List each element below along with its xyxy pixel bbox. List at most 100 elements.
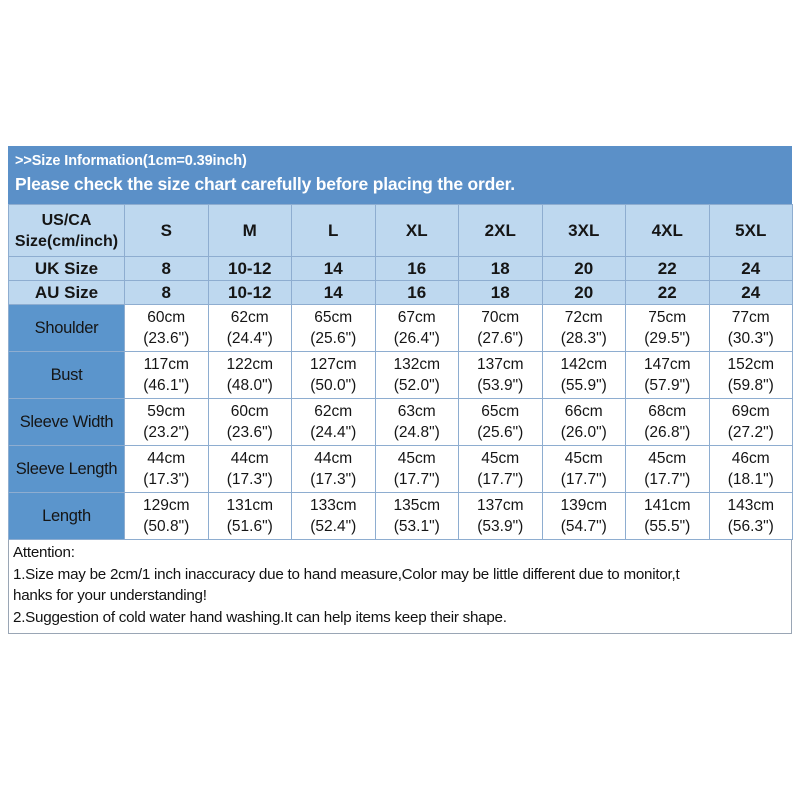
cell-value-inch: (50.8") xyxy=(143,518,190,535)
cell-measurement: 44cm (17.3") xyxy=(207,445,292,493)
cell-value-inch: (23.6") xyxy=(226,424,273,441)
cell-value-inch: (52.0") xyxy=(393,377,440,394)
header-corner-line-2: Size(cm/inch) xyxy=(14,232,119,250)
cell-value-inch: (23.2") xyxy=(143,424,190,441)
cell-value: 14 xyxy=(291,256,376,281)
cell-measurement: 63cm (24.8") xyxy=(374,398,459,446)
cell-measurement: 44cm (17.3") xyxy=(291,445,376,493)
cell-measurement: 142cm (55.9") xyxy=(541,351,626,399)
cell-value-cm: 62cm xyxy=(230,309,269,326)
cell-value-inch: (59.8") xyxy=(727,377,774,394)
cell-value-inch: (50.0") xyxy=(310,377,357,394)
cell-measurement: 122cm (48.0") xyxy=(207,351,292,399)
cell-value-cm: 44cm xyxy=(147,450,186,467)
cell-value-inch: (17.3") xyxy=(226,471,273,488)
cell-value-inch: (46.1") xyxy=(143,377,190,394)
cell-value: 20 xyxy=(541,280,626,305)
cell-value-cm: 65cm xyxy=(314,309,353,326)
header-corner-line-1: US/CA xyxy=(41,211,92,229)
cell-value-inch: (56.3") xyxy=(727,518,774,535)
cell-measurement: 77cm (30.3") xyxy=(708,304,793,352)
cell-measurement: 69cm (27.2") xyxy=(708,398,793,446)
cell-value-cm: 117cm xyxy=(143,356,189,373)
cell-value-cm: 44cm xyxy=(230,450,269,467)
cell-measurement: 143cm (56.3") xyxy=(708,492,793,540)
banner-title: >>Size Information(1cm=0.39inch) xyxy=(15,153,247,169)
cell-measurement: 135cm (53.1") xyxy=(374,492,459,540)
cell-value-inch: (53.9") xyxy=(477,377,524,394)
table-row: UK Size 8 10-12 14 16 18 20 22 24 xyxy=(8,256,793,281)
cell-value: 18 xyxy=(458,280,543,305)
cell-value-cm: 129cm xyxy=(142,497,190,514)
header-size-2xl: 2XL xyxy=(458,204,543,257)
cell-value-cm: 60cm xyxy=(147,309,186,326)
cell-value: 16 xyxy=(374,256,459,281)
cell-value-inch: (27.6") xyxy=(477,330,524,347)
cell-measurement: 131cm (51.6") xyxy=(207,492,292,540)
cell-value-inch: (57.9") xyxy=(644,377,691,394)
cell-measurement: 132cm (52.0") xyxy=(374,351,459,399)
size-chart-container: >>Size Information(1cm=0.39inch) Please … xyxy=(8,146,793,634)
header-size-4xl: 4XL xyxy=(625,204,710,257)
cell-measurement: 137cm (53.9") xyxy=(458,492,543,540)
cell-value-cm: 44cm xyxy=(314,450,353,467)
cell-value-inch: (23.6") xyxy=(143,330,190,347)
cell-measurement: 70cm (27.6") xyxy=(458,304,543,352)
cell-value: 16 xyxy=(374,280,459,305)
row-label-length: Length xyxy=(8,492,125,540)
cell-value-cm: 137cm xyxy=(476,497,524,514)
cell-value-cm: 131cm xyxy=(226,497,274,514)
cell-value-cm: 72cm xyxy=(564,309,603,326)
cell-value-cm: 152cm xyxy=(727,356,775,373)
cell-value-cm: 70cm xyxy=(481,309,520,326)
cell-value-cm: 46cm xyxy=(731,450,770,467)
cell-value-cm: 69cm xyxy=(731,403,770,420)
cell-value-cm: 142cm xyxy=(560,356,608,373)
cell-measurement: 45cm (17.7") xyxy=(374,445,459,493)
cell-value-cm: 147cm xyxy=(643,356,691,373)
cell-value-cm: 59cm xyxy=(147,403,186,420)
header-corner-label: US/CA Size(cm/inch) xyxy=(8,204,125,257)
table-row: Bust 117cm (46.1") 122cm (48.0") 127cm (50.0")… xyxy=(8,351,793,399)
cell-value-inch: (24.8") xyxy=(393,424,440,441)
cell-value-inch: (52.4") xyxy=(310,518,357,535)
cell-value-cm: 137cm xyxy=(476,356,524,373)
cell-value-inch: (25.6") xyxy=(477,424,524,441)
attention-heading: Attention: xyxy=(13,544,75,561)
size-information-banner: >>Size Information(1cm=0.39inch) Please … xyxy=(8,146,792,204)
cell-value-inch: (26.4") xyxy=(393,330,440,347)
cell-value-inch: (18.1") xyxy=(727,471,774,488)
row-label-sleeve-length: Sleeve Length xyxy=(8,445,125,493)
cell-measurement: 117cm (46.1") xyxy=(124,351,209,399)
header-size-m: M xyxy=(207,204,292,257)
cell-value-cm: 77cm xyxy=(731,309,770,326)
cell-measurement: 66cm (26.0") xyxy=(541,398,626,446)
cell-value-inch: (48.0") xyxy=(226,377,273,394)
cell-measurement: 65cm (25.6") xyxy=(291,304,376,352)
cell-measurement: 127cm (50.0") xyxy=(291,351,376,399)
cell-value-inch: (26.8") xyxy=(644,424,691,441)
cell-value-inch: (24.4") xyxy=(226,330,273,347)
header-size-5xl: 5XL xyxy=(708,204,793,257)
cell-value-cm: 143cm xyxy=(727,497,775,514)
cell-measurement: 46cm (18.1") xyxy=(708,445,793,493)
size-chart-table: US/CA Size(cm/inch) S M L XL 2XL 3XL 4XL 5XL UK Si… xyxy=(8,204,793,540)
cell-value: 22 xyxy=(625,280,710,305)
cell-value-cm: 141cm xyxy=(643,497,691,514)
header-size-3xl: 3XL xyxy=(541,204,626,257)
cell-measurement: 65cm (25.6") xyxy=(458,398,543,446)
cell-value-cm: 45cm xyxy=(648,450,687,467)
cell-value: 8 xyxy=(124,256,209,281)
cell-measurement: 45cm (17.7") xyxy=(458,445,543,493)
cell-value-cm: 45cm xyxy=(481,450,520,467)
cell-measurement: 129cm (50.8") xyxy=(124,492,209,540)
cell-value-cm: 45cm xyxy=(397,450,436,467)
row-label-uk-size: UK Size xyxy=(8,256,125,281)
cell-measurement: 45cm (17.7") xyxy=(541,445,626,493)
cell-value-cm: 132cm xyxy=(393,356,441,373)
attention-notes: Attention: 1.Size may be 2cm/1 inch inac… xyxy=(8,540,792,634)
header-size-xl: XL xyxy=(374,204,459,257)
table-row: AU Size 8 10-12 14 16 18 20 22 24 xyxy=(8,280,793,305)
cell-value: 18 xyxy=(458,256,543,281)
